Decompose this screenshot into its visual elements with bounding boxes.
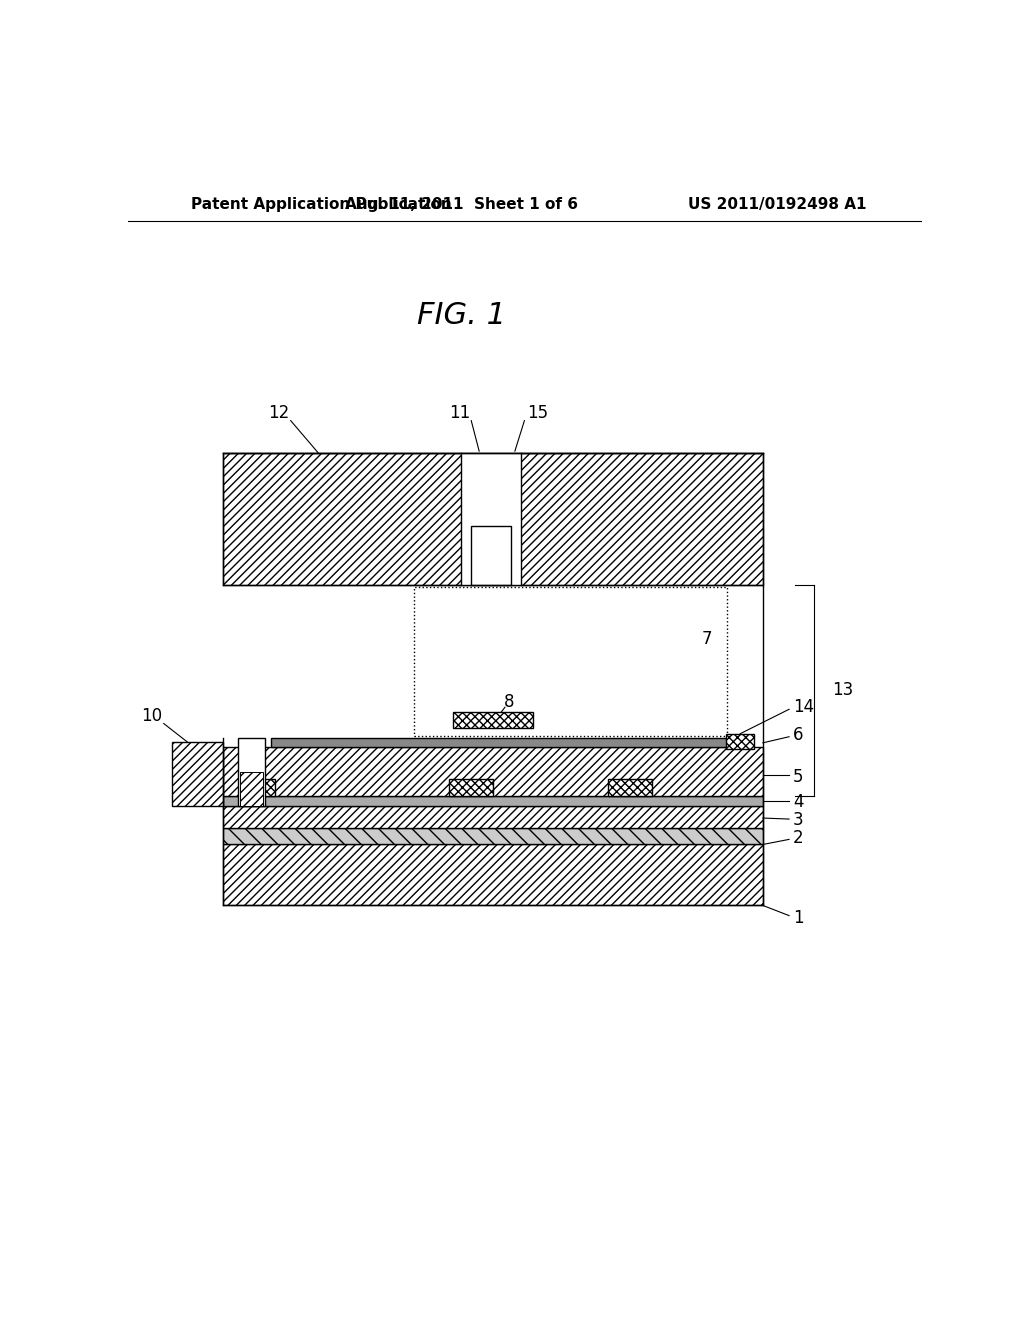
Text: 5: 5 [793, 768, 804, 787]
Text: US 2011/0192498 A1: US 2011/0192498 A1 [687, 197, 866, 211]
Text: 7: 7 [702, 630, 713, 648]
Bar [461, 453, 521, 585]
Bar [238, 738, 265, 805]
Text: 12: 12 [268, 404, 290, 421]
Text: 13: 13 [831, 681, 853, 700]
Bar [172, 742, 223, 805]
Bar [450, 779, 493, 796]
Text: FIG. 1: FIG. 1 [417, 301, 506, 330]
Bar [223, 845, 763, 906]
Bar [414, 587, 727, 735]
Text: 15: 15 [526, 404, 548, 421]
Bar [726, 734, 754, 748]
Bar [240, 772, 263, 805]
Text: 4: 4 [793, 793, 804, 810]
Bar [223, 805, 763, 828]
Text: 10: 10 [141, 708, 163, 726]
Text: 11: 11 [449, 404, 470, 421]
Text: 6: 6 [793, 726, 804, 743]
Text: 1: 1 [793, 908, 804, 927]
Text: 2: 2 [793, 829, 804, 847]
Text: 8: 8 [504, 693, 514, 711]
Text: Aug. 11, 2011  Sheet 1 of 6: Aug. 11, 2011 Sheet 1 of 6 [345, 197, 578, 211]
Bar [608, 779, 651, 796]
Bar [223, 747, 763, 796]
Bar [454, 713, 532, 727]
Bar [223, 453, 763, 585]
Text: 14: 14 [793, 698, 814, 717]
Bar [243, 779, 274, 796]
Bar [471, 525, 511, 585]
Bar [223, 828, 763, 845]
Text: 3: 3 [793, 810, 804, 829]
Bar [270, 738, 731, 747]
Bar [223, 796, 763, 805]
Text: Patent Application Publication: Patent Application Publication [191, 197, 453, 211]
